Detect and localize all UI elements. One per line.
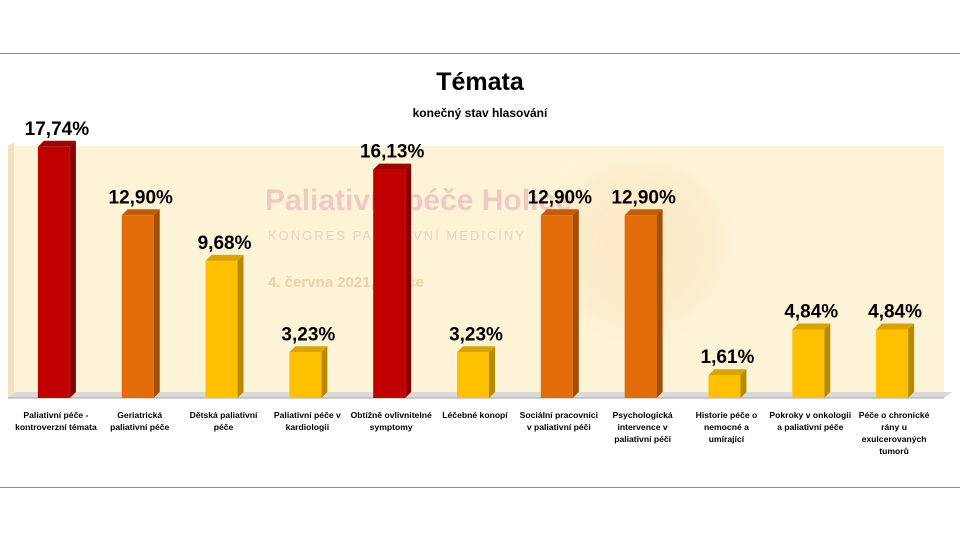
data-label: 12,90% — [528, 187, 593, 208]
bar-front — [624, 215, 657, 398]
data-label: 12,90% — [611, 187, 676, 208]
category-label: Obtížně ovlivnitelné symptomy — [350, 410, 432, 432]
category-label: Sociální pracovníci v paliativní péči — [519, 410, 598, 432]
data-label: 3,23% — [281, 324, 335, 345]
bar-top — [205, 254, 244, 261]
data-label: 9,68% — [198, 233, 252, 254]
plot-side-wall — [8, 142, 14, 398]
top-divider — [0, 53, 960, 54]
bar-front — [457, 352, 489, 398]
bar-top — [457, 346, 495, 353]
bar-top — [540, 209, 579, 216]
bar-front — [373, 169, 406, 398]
bar — [624, 209, 663, 398]
bar-side — [321, 346, 328, 398]
bar — [708, 369, 747, 398]
bar — [373, 163, 412, 398]
category-label: Dětská paliativní péče — [189, 410, 258, 432]
bar-front — [540, 215, 573, 398]
bar-side — [153, 209, 160, 398]
bar-top — [37, 140, 76, 147]
data-label: 12,90% — [109, 187, 174, 208]
bar-side — [237, 254, 244, 398]
data-label: 16,13% — [360, 142, 425, 163]
bar — [37, 140, 76, 398]
data-label: 17,74% — [25, 119, 90, 140]
data-label: 1,61% — [701, 347, 755, 368]
bar-front — [205, 260, 238, 398]
watermark-title: Paliativní péče Holice — [265, 184, 572, 217]
bar — [792, 323, 831, 398]
category-label: Historie péče o nemocné a umírající — [695, 410, 758, 444]
bar-front — [121, 215, 154, 398]
bar-side — [489, 346, 495, 398]
bar-top — [121, 209, 160, 216]
bar-top — [708, 369, 747, 376]
bar-side — [69, 140, 76, 398]
data-labels-layer: 17,74% 12,90% 9,68% 3,23% 16,13% 3,23% 12,90% 1… — [25, 119, 922, 368]
bar-side — [656, 209, 663, 398]
data-label: 4,84% — [868, 301, 922, 322]
chart-title: Témata — [436, 68, 525, 96]
bar-top — [624, 209, 663, 216]
category-label: Psychologická intervence v paliativní pé… — [612, 410, 673, 444]
bar-front — [289, 352, 322, 398]
bar-front — [792, 329, 825, 398]
bar — [205, 254, 244, 398]
bar — [540, 209, 579, 398]
data-label: 4,84% — [784, 301, 838, 322]
bar-top — [876, 323, 915, 330]
bottom-divider — [0, 487, 960, 488]
bar-side — [572, 209, 579, 398]
category-label: Geriatrická paliativní péče — [110, 410, 170, 432]
bar-top — [289, 346, 328, 353]
bar-front — [708, 375, 741, 398]
bar-top — [792, 323, 831, 330]
data-label: 3,23% — [449, 324, 503, 345]
chart-subtitle: konečný stav hlasování — [413, 106, 548, 120]
category-label: Péče o chronické rány u exulcerovaných t… — [858, 410, 930, 456]
bar — [121, 209, 160, 398]
category-label: Pokroky v onkologii a paliativní péče — [769, 410, 852, 432]
bar-side — [740, 369, 747, 398]
category-label: Léčebné konopí — [442, 410, 508, 420]
bar — [876, 323, 915, 398]
bar-front — [876, 329, 909, 398]
bar-front — [37, 146, 70, 398]
bar-side — [405, 163, 412, 398]
category-label: Paliativní péče v kardiologii — [273, 410, 341, 432]
bar-top — [373, 163, 412, 170]
bar-side — [824, 323, 831, 398]
bar-side — [908, 323, 915, 398]
bar — [289, 346, 328, 398]
bar — [457, 346, 495, 398]
category-label: Paliativní péče - kontroverzní témata — [15, 410, 97, 432]
bars-layer — [37, 140, 915, 398]
